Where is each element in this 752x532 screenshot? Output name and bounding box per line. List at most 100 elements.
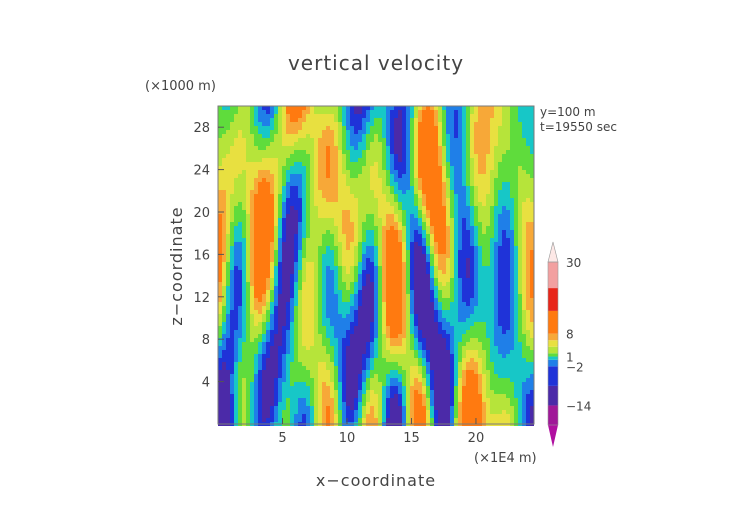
field-cell	[478, 138, 482, 142]
field-cell	[266, 126, 270, 130]
field-cell	[450, 342, 454, 346]
field-cell	[226, 118, 230, 122]
field-cell	[334, 222, 338, 226]
field-cell	[238, 122, 242, 126]
field-cell	[266, 326, 270, 330]
field-cell	[326, 354, 330, 358]
field-cell	[434, 302, 438, 306]
field-cell	[314, 214, 318, 218]
field-cell	[230, 158, 234, 162]
field-cell	[514, 278, 518, 282]
field-cell	[462, 334, 466, 338]
field-cell	[514, 318, 518, 322]
field-cell	[222, 186, 226, 190]
field-cell	[366, 186, 370, 190]
field-cell	[222, 354, 226, 358]
field-cell	[314, 202, 318, 206]
field-cell	[394, 326, 398, 330]
field-cell	[282, 134, 286, 138]
field-cell	[262, 230, 266, 234]
field-cell	[254, 182, 258, 186]
field-cell	[354, 134, 358, 138]
field-cell	[294, 342, 298, 346]
field-cell	[478, 210, 482, 214]
field-cell	[230, 174, 234, 178]
field-cell	[318, 354, 322, 358]
field-cell	[510, 182, 514, 186]
field-cell	[262, 318, 266, 322]
field-cell	[410, 230, 414, 234]
field-cell	[526, 294, 530, 298]
field-cell	[314, 142, 318, 146]
field-cell	[502, 122, 506, 126]
field-cell	[438, 130, 442, 134]
field-cell	[434, 318, 438, 322]
field-cell	[342, 326, 346, 330]
field-cell	[274, 334, 278, 338]
field-cell	[354, 122, 358, 126]
field-cell	[486, 214, 490, 218]
field-cell	[398, 210, 402, 214]
field-cell	[522, 350, 526, 354]
field-cell	[274, 258, 278, 262]
field-cell	[362, 114, 366, 118]
field-cell	[226, 230, 230, 234]
field-cell	[318, 182, 322, 186]
field-cell	[370, 294, 374, 298]
field-cell	[218, 298, 222, 302]
field-cell	[274, 150, 278, 154]
field-cell	[502, 222, 506, 226]
field-cell	[498, 294, 502, 298]
field-cell	[506, 318, 510, 322]
field-cell	[474, 298, 478, 302]
field-cell	[510, 350, 514, 354]
field-cell	[466, 218, 470, 222]
field-cell	[414, 270, 418, 274]
field-cell	[382, 202, 386, 206]
field-cell	[394, 306, 398, 310]
field-cell	[318, 298, 322, 302]
field-cell	[470, 106, 474, 110]
field-cell	[290, 254, 294, 258]
field-cell	[306, 266, 310, 270]
field-cell	[462, 342, 466, 346]
field-cell	[414, 182, 418, 186]
field-cell	[382, 266, 386, 270]
field-cell	[342, 158, 346, 162]
field-cell	[366, 166, 370, 170]
field-cell	[246, 178, 250, 182]
field-cell	[458, 202, 462, 206]
field-cell	[390, 346, 394, 350]
field-cell	[378, 254, 382, 258]
field-cell	[390, 246, 394, 250]
field-cell	[286, 290, 290, 294]
field-cell	[310, 354, 314, 358]
field-cell	[390, 142, 394, 146]
field-cell	[250, 198, 254, 202]
field-cell	[326, 234, 330, 238]
field-cell	[282, 246, 286, 250]
field-cell	[370, 166, 374, 170]
field-cell	[230, 282, 234, 286]
field-cell	[366, 326, 370, 330]
field-cell	[354, 314, 358, 318]
field-cell	[246, 258, 250, 262]
field-cell	[338, 346, 342, 350]
field-cell	[338, 238, 342, 242]
field-cell	[446, 298, 450, 302]
field-cell	[398, 262, 402, 266]
field-cell	[426, 106, 430, 110]
field-cell	[246, 126, 250, 130]
field-cell	[282, 110, 286, 114]
field-cell	[354, 322, 358, 326]
field-cell	[378, 298, 382, 302]
field-cell	[258, 210, 262, 214]
field-cell	[234, 198, 238, 202]
field-cell	[446, 238, 450, 242]
field-cell	[286, 330, 290, 334]
field-cell	[258, 358, 262, 362]
field-cell	[350, 322, 354, 326]
field-cell	[346, 338, 350, 342]
field-cell	[378, 294, 382, 298]
field-cell	[274, 278, 278, 282]
